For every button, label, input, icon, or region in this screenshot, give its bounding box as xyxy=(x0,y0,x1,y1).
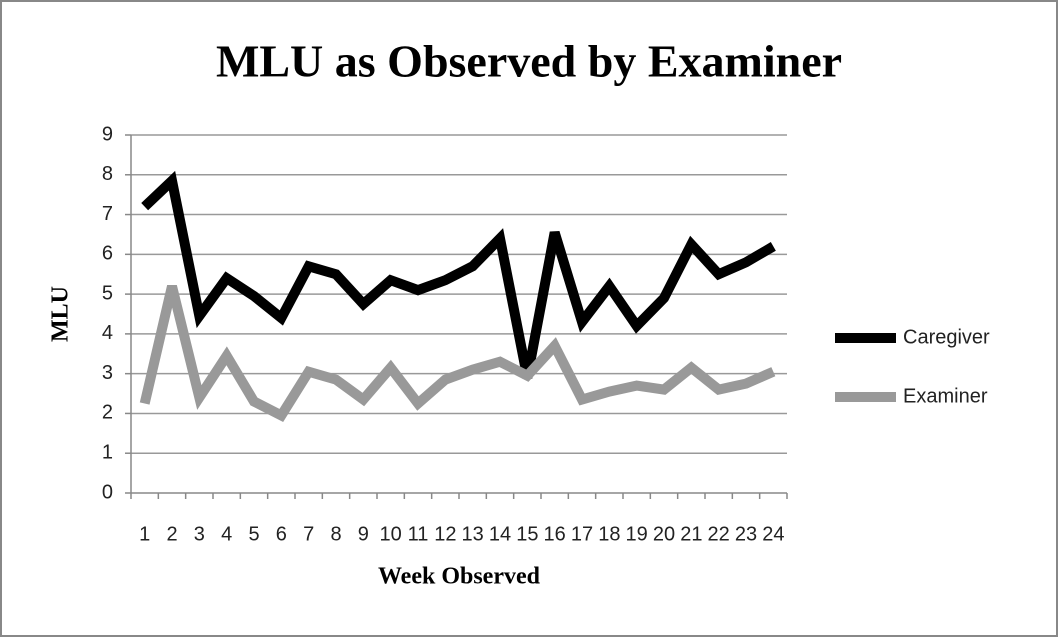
series-line xyxy=(139,284,776,422)
x-tick-label: 12 xyxy=(434,523,456,545)
x-tick-label: 18 xyxy=(598,523,620,545)
y-axis-label: MLU xyxy=(48,286,74,342)
x-tick-label: 7 xyxy=(303,523,314,545)
x-tick-label: 23 xyxy=(735,523,757,545)
x-tick-label: 3 xyxy=(194,523,205,545)
y-tick-label: 1 xyxy=(102,442,113,464)
y-tick-label: 3 xyxy=(102,362,113,384)
x-tick-label: 17 xyxy=(571,523,593,545)
y-tick-label: 0 xyxy=(102,481,113,503)
legend-label: Examiner xyxy=(903,385,988,407)
legend-label: Caregiver xyxy=(903,326,990,348)
x-tick-label: 8 xyxy=(330,523,341,545)
x-tick-label: 22 xyxy=(708,523,730,545)
x-tick-label: 4 xyxy=(221,523,232,545)
x-tick-label: 10 xyxy=(380,523,402,545)
x-tick-label: 5 xyxy=(248,523,259,545)
x-tick-label: 9 xyxy=(358,523,369,545)
x-tick-label: 13 xyxy=(462,523,484,545)
series-line xyxy=(141,170,776,379)
x-tick-label: 11 xyxy=(408,523,429,545)
y-tick-label: 4 xyxy=(102,322,113,344)
x-tick-label: 1 xyxy=(139,523,150,545)
chart-title: MLU as Observed by Examiner xyxy=(216,36,842,87)
y-tick-label: 7 xyxy=(102,203,113,225)
x-tick-label: 19 xyxy=(626,523,648,545)
y-tick-label: 9 xyxy=(102,123,113,145)
x-tick-label: 14 xyxy=(489,523,511,545)
y-tick-label: 5 xyxy=(102,282,113,304)
x-tick-label: 2 xyxy=(166,523,177,545)
x-tick-label: 21 xyxy=(680,523,702,545)
y-tick-label: 8 xyxy=(102,163,113,185)
x-tick-label: 15 xyxy=(516,523,538,545)
x-tick-label: 20 xyxy=(653,523,675,545)
x-tick-label: 16 xyxy=(544,523,566,545)
x-tick-label: 24 xyxy=(762,523,784,545)
y-tick-label: 6 xyxy=(102,243,113,265)
x-tick-label: 6 xyxy=(276,523,287,545)
y-tick-label: 2 xyxy=(102,402,113,424)
x-axis-label: Week Observed xyxy=(378,564,541,590)
